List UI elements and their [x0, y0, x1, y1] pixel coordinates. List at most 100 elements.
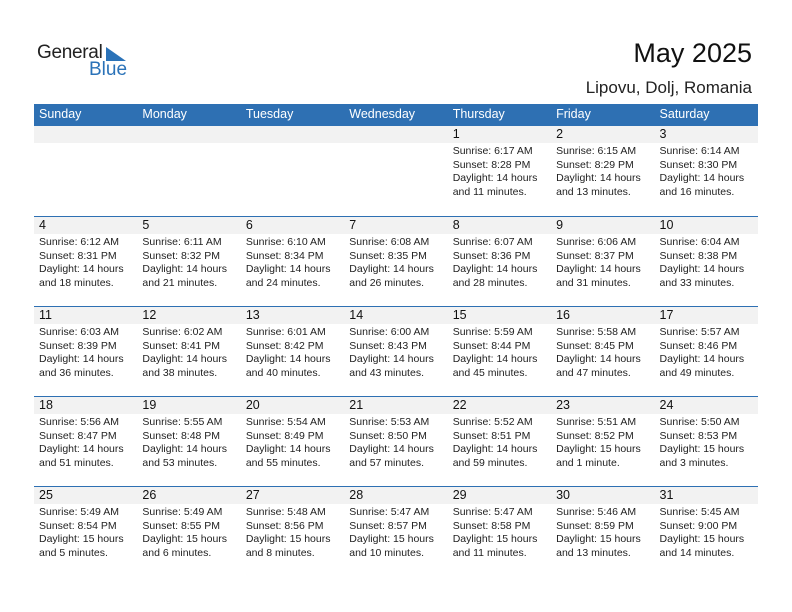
day-number: 1 — [447, 126, 552, 143]
day-number: 9 — [551, 217, 655, 234]
day-number: 31 — [654, 487, 758, 504]
daylight2-text: and 16 minutes. — [659, 185, 735, 198]
day-cell: 9 Sunrise: 6:06 AM Sunset: 8:37 PM Daylight… — [551, 217, 655, 306]
sunrise-text: Sunrise: 5:56 AM — [39, 416, 119, 428]
daylight2-text: and 5 minutes. — [39, 546, 108, 559]
week-row: 4 Sunrise: 6:12 AM Sunset: 8:31 PM Daylight… — [34, 216, 758, 306]
sunrise-text: Sunrise: 6:12 AM — [39, 236, 119, 248]
sunrise-text: Sunrise: 5:51 AM — [556, 416, 637, 428]
daylight1-text: Daylight: 14 hours — [452, 443, 538, 455]
day-number: 16 — [551, 307, 655, 324]
day-cell: 26 Sunrise: 5:49 AM Sunset: 8:55 PM Dayligh… — [137, 487, 241, 576]
day-details: Sunrise: 6:03 AM Sunset: 8:39 PM Daylight:… — [34, 324, 137, 380]
day-details: Sunrise: 5:50 AM Sunset: 8:53 PM Daylight:… — [655, 414, 758, 470]
weekday-friday: Friday — [556, 107, 591, 121]
day-details: Sunrise: 5:46 AM Sunset: 8:59 PM Daylight:… — [551, 504, 654, 560]
sunset-text: Sunset: 8:57 PM — [349, 519, 427, 532]
sunrise-text: Sunrise: 6:07 AM — [452, 236, 533, 248]
day-details: Sunrise: 5:51 AM Sunset: 8:52 PM Daylight:… — [551, 414, 654, 470]
day-details: Sunrise: 6:10 AM Sunset: 8:34 PM Daylight:… — [241, 234, 344, 290]
daylight1-text: Daylight: 14 hours — [659, 353, 745, 365]
sunrise-text: Sunrise: 6:17 AM — [452, 145, 533, 157]
day-cell: 16 Sunrise: 5:58 AM Sunset: 8:45 PM Dayligh… — [551, 307, 655, 396]
daylight2-text: and 21 minutes. — [142, 276, 218, 289]
weekday-sunday: Sunday — [39, 107, 82, 121]
daylight1-text: Daylight: 14 hours — [245, 443, 331, 455]
daylight2-text: and 13 minutes. — [556, 546, 631, 559]
day-details: Sunrise: 6:08 AM Sunset: 8:35 PM Daylight:… — [344, 234, 447, 290]
day-details: Sunrise: 5:54 AM Sunset: 8:49 PM Daylight:… — [241, 414, 344, 470]
daylight2-text: and 51 minutes. — [39, 456, 114, 469]
weekday-monday: Monday — [142, 107, 187, 121]
sunrise-text: Sunrise: 5:59 AM — [452, 326, 533, 338]
day-details: Sunrise: 6:14 AM Sunset: 8:30 PM Daylight:… — [655, 143, 758, 199]
daylight2-text: and 1 minute. — [556, 456, 620, 469]
day-cell: 12 Sunrise: 6:02 AM Sunset: 8:41 PM Dayligh… — [137, 307, 241, 396]
sunrise-text: Sunrise: 6:02 AM — [142, 326, 223, 338]
sunrise-text: Sunrise: 5:54 AM — [245, 416, 326, 428]
day-cell: 8 Sunrise: 6:07 AM Sunset: 8:36 PM Daylight… — [447, 217, 552, 306]
daylight1-text: Daylight: 14 hours — [556, 263, 641, 275]
daylight2-text: and 26 minutes. — [349, 276, 424, 289]
day-number: 14 — [344, 307, 448, 324]
sunset-text: Sunset: 9:00 PM — [659, 519, 738, 532]
day-details: Sunrise: 6:02 AM Sunset: 8:41 PM Daylight:… — [137, 324, 240, 380]
sunrise-text: Sunrise: 5:46 AM — [556, 506, 637, 518]
sunset-text: Sunset: 8:48 PM — [142, 429, 221, 442]
day-details: Sunrise: 5:48 AM Sunset: 8:56 PM Daylight:… — [241, 504, 344, 560]
day-details: Sunrise: 5:52 AM Sunset: 8:51 PM Daylight:… — [448, 414, 551, 470]
day-details: Sunrise: 6:12 AM Sunset: 8:31 PM Daylight:… — [34, 234, 137, 290]
daylight2-text: and 43 minutes. — [349, 366, 424, 379]
daylight1-text: Daylight: 14 hours — [556, 172, 641, 184]
sunset-text: Sunset: 8:45 PM — [556, 339, 634, 352]
sunset-text: Sunset: 8:41 PM — [142, 339, 221, 352]
day-cell: 18 Sunrise: 5:56 AM Sunset: 8:47 PM Dayligh… — [34, 397, 138, 486]
week-row: 25 Sunrise: 5:49 AM Sunset: 8:54 PM Dayligh… — [34, 486, 758, 576]
daylight2-text: and 47 minutes. — [556, 366, 631, 379]
day-cell: 20 Sunrise: 5:54 AM Sunset: 8:49 PM Dayligh… — [240, 397, 345, 486]
day-number — [34, 126, 138, 143]
sunset-text: Sunset: 8:59 PM — [556, 519, 634, 532]
daylight2-text: and 40 minutes. — [245, 366, 321, 379]
day-details: Sunrise: 5:49 AM Sunset: 8:54 PM Daylight:… — [34, 504, 137, 560]
day-details: Sunrise: 5:56 AM Sunset: 8:47 PM Daylight:… — [34, 414, 137, 470]
sunset-text: Sunset: 8:31 PM — [39, 249, 117, 262]
daylight2-text: and 45 minutes. — [452, 366, 528, 379]
sunset-text: Sunset: 8:30 PM — [659, 158, 738, 171]
day-number: 4 — [34, 217, 138, 234]
day-cell: 25 Sunrise: 5:49 AM Sunset: 8:54 PM Dayligh… — [34, 487, 138, 576]
daylight2-text: and 8 minutes. — [245, 546, 315, 559]
day-number: 22 — [447, 397, 552, 414]
sunrise-text: Sunrise: 5:49 AM — [142, 506, 223, 518]
daylight2-text: and 31 minutes. — [556, 276, 631, 289]
sunrise-text: Sunrise: 5:52 AM — [452, 416, 533, 428]
daylight1-text: Daylight: 14 hours — [142, 443, 228, 455]
day-number: 27 — [240, 487, 345, 504]
day-number: 13 — [240, 307, 345, 324]
sunrise-text: Sunrise: 5:58 AM — [556, 326, 637, 338]
daylight2-text: and 3 minutes. — [659, 456, 729, 469]
daylight1-text: Daylight: 14 hours — [245, 353, 331, 365]
daylight1-text: Daylight: 15 hours — [39, 533, 124, 545]
sunrise-text: Sunrise: 5:49 AM — [39, 506, 119, 518]
location: Lipovu, Dolj, Romania — [585, 78, 752, 97]
daylight1-text: Daylight: 14 hours — [452, 172, 538, 184]
sunset-text: Sunset: 8:49 PM — [245, 429, 324, 442]
sunset-text: Sunset: 8:56 PM — [245, 519, 324, 532]
daylight1-text: Daylight: 15 hours — [556, 443, 641, 455]
sunrise-text: Sunrise: 6:15 AM — [556, 145, 637, 157]
daylight2-text: and 18 minutes. — [39, 276, 114, 289]
sunset-text: Sunset: 8:52 PM — [556, 429, 634, 442]
day-cell: 7 Sunrise: 6:08 AM Sunset: 8:35 PM Daylight… — [344, 217, 448, 306]
daylight1-text: Daylight: 15 hours — [349, 533, 434, 545]
sunset-text: Sunset: 8:32 PM — [142, 249, 221, 262]
page-title: May 2025 — [633, 38, 752, 68]
calendar-table: Sunday Monday Tuesday Wednesday Thursday Frid… — [34, 104, 758, 576]
sunset-text: Sunset: 8:53 PM — [659, 429, 738, 442]
day-number: 11 — [34, 307, 138, 324]
sunrise-text: Sunrise: 6:06 AM — [556, 236, 637, 248]
daylight2-text: and 14 minutes. — [659, 546, 735, 559]
day-cell — [137, 126, 241, 216]
daylight1-text: Daylight: 14 hours — [142, 353, 228, 365]
day-details: Sunrise: 5:45 AM Sunset: 9:00 PM Daylight:… — [655, 504, 758, 560]
